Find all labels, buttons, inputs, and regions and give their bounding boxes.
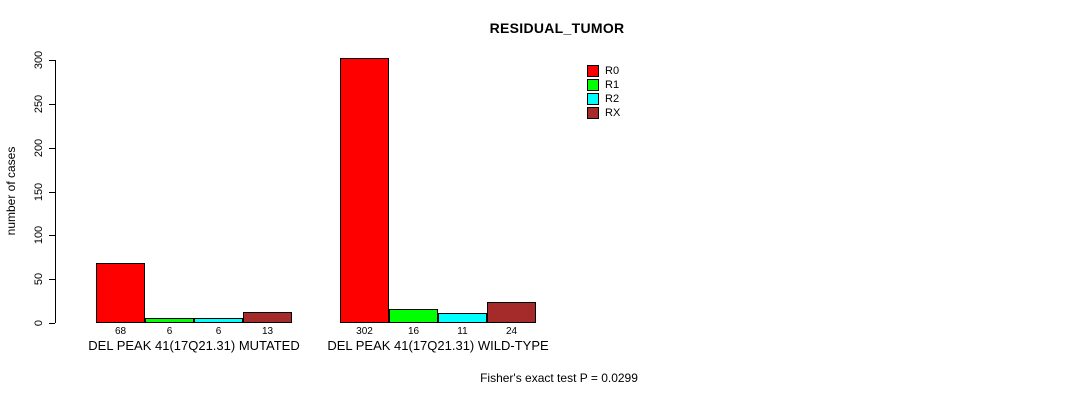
legend-item-rx: RX <box>587 106 620 120</box>
legend-label-rx: RX <box>605 107 621 119</box>
y-axis-tick-label: 250 <box>33 94 45 114</box>
y-axis-tick <box>49 103 55 105</box>
bar-value-label: 16 <box>407 326 420 337</box>
bar-value-label: 68 <box>114 326 127 337</box>
legend-swatch-r0 <box>587 65 599 77</box>
bar-r2-group1 <box>194 317 243 323</box>
bar-r1-group1 <box>145 317 194 323</box>
y-axis-tick <box>49 279 55 281</box>
y-axis-tick-label: 200 <box>33 138 45 157</box>
legend-swatch-r2 <box>587 93 599 105</box>
bar-value-label: 6 <box>215 326 222 337</box>
x-axis-group-label: DEL PEAK 41(17Q21.31) MUTATED <box>88 338 300 353</box>
bar-value-label: 302 <box>356 326 373 337</box>
legend-label-r0: R0 <box>605 65 620 77</box>
bar-value-label: 6 <box>166 326 173 337</box>
bar-rx-group2 <box>487 301 536 323</box>
annotation-text: Fisher's exact test P = 0.0299 <box>480 371 638 385</box>
y-axis-tick <box>49 60 55 61</box>
y-axis-tick <box>49 323 55 324</box>
y-axis-tick-label: 100 <box>33 226 45 245</box>
bar-value-label: 11 <box>457 326 468 337</box>
x-axis-group-label: DEL PEAK 41(17Q21.31) WILD-TYPE <box>327 338 549 353</box>
y-axis-tick-label: 50 <box>33 273 45 286</box>
y-axis-tick-label: 150 <box>33 182 45 201</box>
y-axis-tick <box>49 147 55 149</box>
chart-title: RESIDUAL_TUMOR <box>489 20 625 36</box>
legend-item-r2: R2 <box>587 92 620 106</box>
legend-swatch-rx <box>587 107 599 119</box>
bar-r1-group2 <box>389 308 438 323</box>
bar-r0-group2 <box>340 58 389 323</box>
bar-value-label: 13 <box>261 326 274 337</box>
y-axis-tick <box>49 191 55 193</box>
bar-r0-group1 <box>96 263 145 323</box>
legend-item-r1: R1 <box>587 78 620 92</box>
y-axis-title: number of cases <box>4 146 18 236</box>
y-axis-line <box>55 60 56 323</box>
legend-item-r0: R0 <box>587 64 620 78</box>
bar-r2-group2 <box>438 313 487 323</box>
y-axis-tick <box>49 235 55 237</box>
legend-swatch-r1 <box>587 79 599 91</box>
bar-value-label: 24 <box>505 326 518 337</box>
legend-label-r1: R1 <box>605 79 620 91</box>
legend-label-r2: R2 <box>605 93 620 105</box>
y-axis-tick-label: 300 <box>33 50 45 70</box>
y-axis-tick-label: 0 <box>33 319 45 327</box>
legend: R0 R1 R2 RX <box>587 64 620 120</box>
bar-rx-group1 <box>243 311 292 323</box>
